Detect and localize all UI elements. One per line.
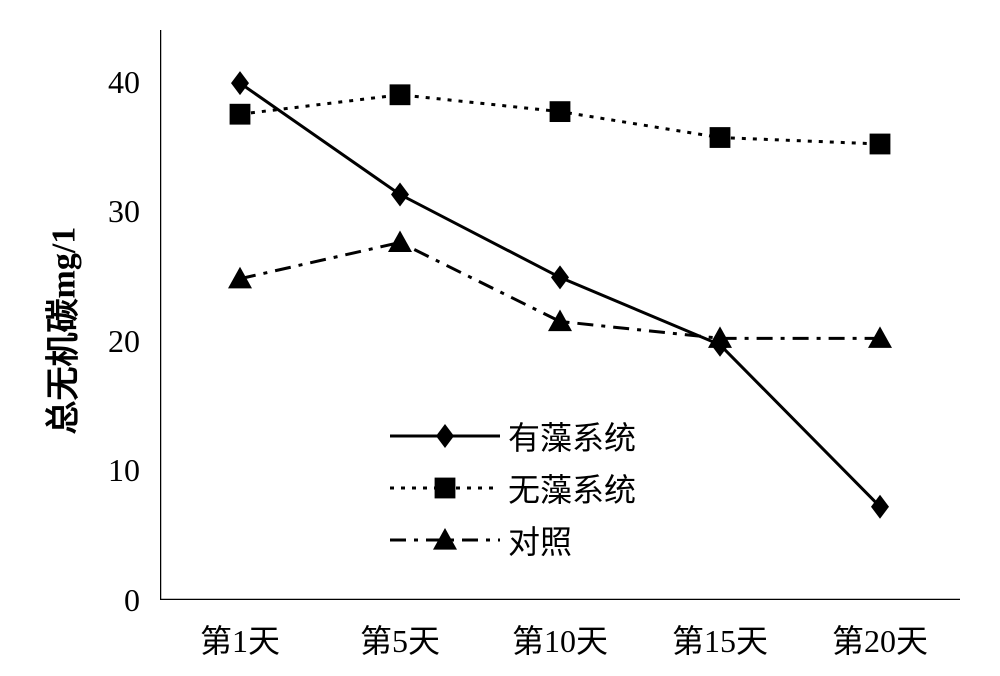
- series-marker-no_algae: [870, 134, 891, 155]
- legend-label: 无藻系统: [508, 465, 636, 511]
- series-marker-algae: [231, 71, 249, 95]
- legend-label: 对照: [508, 517, 572, 563]
- legend-swatch: [390, 525, 500, 555]
- x-tick-label: 第5天: [330, 616, 470, 662]
- legend-item-algae: 有藻系统: [390, 410, 636, 462]
- y-tick-label: 40: [90, 64, 140, 101]
- series-marker-no_algae: [390, 84, 411, 105]
- series-marker-no_algae: [550, 101, 571, 122]
- series-marker-algae: [391, 183, 409, 207]
- chart-container: 总无机碳mg/1 0 10 20 30 40 第1天第5天第10天第15天第20天 有藻…: [0, 0, 1000, 676]
- series-marker-control: [548, 309, 572, 331]
- series-marker-no_algae: [710, 127, 731, 148]
- x-tick-label: 第15天: [650, 616, 790, 662]
- series-marker-algae: [551, 265, 569, 289]
- y-axis-title: 总无机碳mg/1: [36, 215, 85, 435]
- legend-label: 有藻系统: [508, 413, 636, 459]
- y-tick-label: 0: [90, 582, 140, 619]
- series-marker-control: [388, 230, 412, 252]
- y-tick-label: 10: [90, 452, 140, 489]
- legend: 有藻系统无藻系统对照: [390, 410, 636, 566]
- x-tick-label: 第10天: [490, 616, 630, 662]
- series-marker-no_algae: [230, 104, 251, 125]
- y-tick-label: 20: [90, 323, 140, 360]
- y-tick-label: 30: [90, 193, 140, 230]
- legend-swatch: [390, 421, 500, 451]
- legend-item-control: 对照: [390, 514, 636, 566]
- x-tick-label: 第1天: [170, 616, 310, 662]
- legend-swatch: [390, 473, 500, 503]
- x-tick-label: 第20天: [810, 616, 950, 662]
- legend-item-no_algae: 无藻系统: [390, 462, 636, 514]
